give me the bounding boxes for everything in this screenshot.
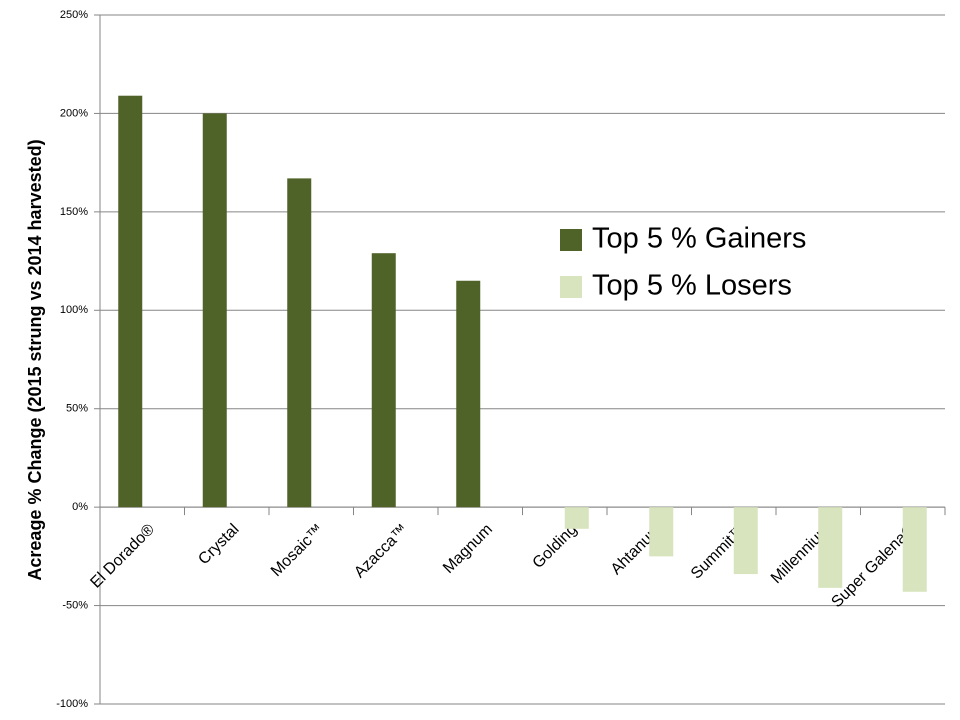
y-tick-label: 100% [60, 304, 88, 316]
y-tick-label: -50% [62, 599, 88, 611]
bar [649, 507, 674, 557]
y-tick-label: 150% [60, 206, 88, 218]
bar [202, 113, 227, 508]
x-tick-label: El Dorado® [87, 521, 158, 592]
bar [118, 95, 143, 508]
bar [733, 507, 758, 575]
x-tick-label: Mosaic™ [268, 521, 327, 580]
y-tick-label: -100% [56, 698, 88, 710]
legend-swatch [560, 229, 582, 251]
x-tick-label: Azacca™ [351, 521, 411, 581]
legend-swatch [560, 276, 582, 298]
legend-label: Top 5 % Gainers [592, 223, 806, 255]
x-tick-label: Magnum [440, 521, 496, 577]
bar [902, 507, 927, 592]
bar [456, 280, 481, 508]
bar [287, 178, 312, 508]
x-tick-label: Crystal [195, 521, 242, 568]
bar [564, 507, 589, 529]
y-tick-label: 0% [72, 501, 88, 513]
y-axis-title: Acreage % Change (2015 strung vs 2014 ha… [25, 139, 45, 580]
legend-label: Top 5 % Losers [592, 270, 792, 302]
bar [371, 253, 396, 508]
y-tick-label: 200% [60, 107, 88, 119]
bar [818, 507, 843, 588]
y-tick-label: 250% [60, 9, 88, 21]
y-tick-label: 50% [66, 403, 88, 415]
